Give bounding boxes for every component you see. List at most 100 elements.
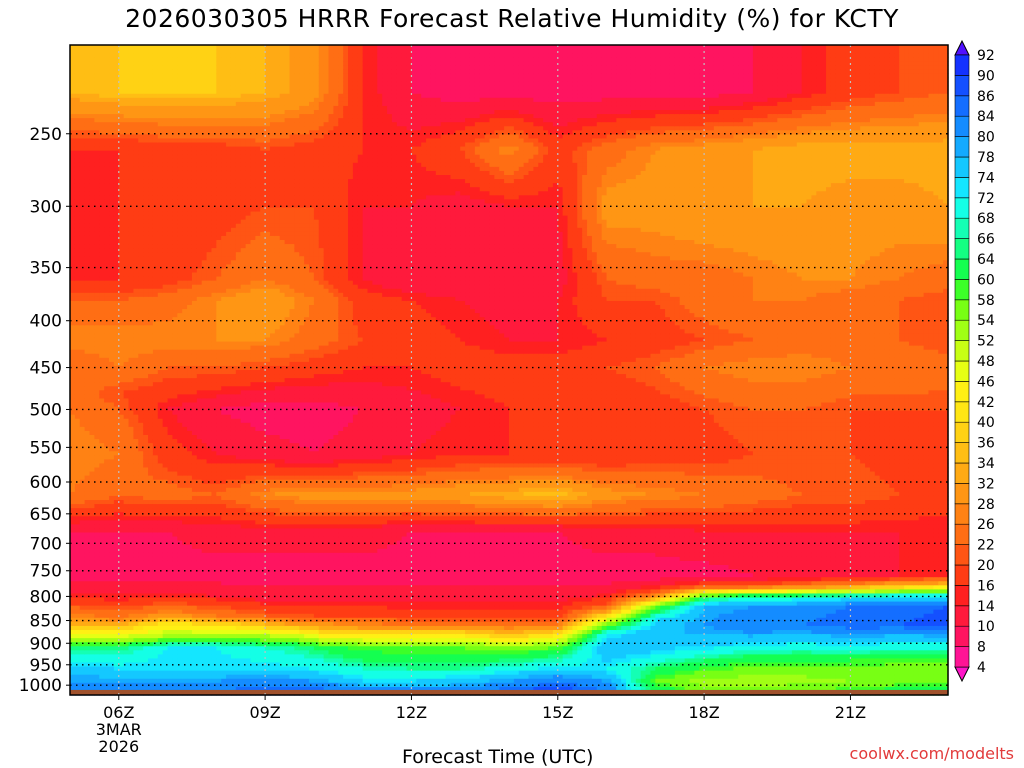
rh-cell	[94, 94, 99, 99]
rh-cell	[85, 671, 90, 676]
rh-cell	[104, 309, 109, 314]
rh-cell	[119, 423, 124, 428]
rh-cell	[119, 191, 124, 196]
rh-cell	[94, 638, 99, 643]
rh-cell	[119, 285, 124, 290]
rh-cell	[124, 533, 129, 538]
rh-cell	[119, 155, 124, 160]
rh-cell	[119, 358, 124, 363]
rh-cell	[94, 654, 99, 659]
rh-cell	[80, 646, 85, 651]
rh-cell	[104, 358, 109, 363]
rh-cell	[90, 468, 95, 473]
rh-cell	[70, 102, 75, 107]
rh-cell	[85, 293, 90, 298]
rh-cell	[114, 557, 119, 562]
rh-cell	[119, 220, 124, 225]
rh-cell	[85, 504, 90, 509]
rh-cell	[80, 520, 85, 525]
rh-cell	[94, 455, 99, 460]
rh-cell	[85, 122, 90, 127]
rh-cell	[109, 329, 114, 334]
rh-cell	[80, 98, 85, 103]
rh-cell	[104, 143, 109, 148]
rh-cell	[99, 321, 104, 326]
rh-cell	[124, 549, 129, 554]
rh-cell	[80, 398, 85, 403]
rh-cell	[129, 232, 134, 237]
rh-cell	[80, 167, 85, 172]
rh-cell	[109, 338, 114, 343]
rh-cell	[94, 370, 99, 375]
rh-cell	[109, 236, 114, 241]
rh-cell	[90, 321, 95, 326]
rh-cell	[124, 134, 129, 139]
rh-cell	[129, 277, 134, 282]
rh-cell	[70, 561, 75, 566]
rh-cell	[90, 61, 95, 66]
rh-cell	[75, 561, 80, 566]
rh-cell	[75, 106, 80, 111]
rh-cell	[94, 220, 99, 225]
rh-cell	[124, 98, 129, 103]
rh-cell	[99, 73, 104, 78]
rh-cell	[75, 57, 80, 62]
rh-cell	[99, 533, 104, 538]
rh-cell	[94, 248, 99, 253]
rh-cell	[124, 86, 129, 91]
rh-cell	[70, 394, 75, 399]
rh-cell	[119, 626, 124, 631]
rh-cell	[124, 297, 129, 302]
rh-cell	[70, 49, 75, 54]
rh-cell	[124, 589, 129, 594]
rh-cell	[75, 415, 80, 420]
rh-cell	[114, 394, 119, 399]
rh-cell	[94, 78, 99, 83]
rh-cell	[80, 439, 85, 444]
rh-cell	[90, 667, 95, 672]
rh-cell	[90, 358, 95, 363]
rh-cell	[70, 370, 75, 375]
rh-cell	[119, 354, 124, 359]
rh-cell	[104, 476, 109, 481]
rh-cell	[94, 553, 99, 558]
rh-cell	[90, 293, 95, 298]
rh-cell	[75, 463, 80, 468]
rh-cell	[99, 496, 104, 501]
rh-cell	[75, 679, 80, 684]
rh-cell	[75, 208, 80, 213]
rh-cell	[109, 565, 114, 570]
rh-cell	[99, 49, 104, 54]
rh-cell	[124, 390, 129, 395]
rh-cell	[75, 638, 80, 643]
rh-cell	[124, 362, 129, 367]
rh-cell	[119, 650, 124, 655]
rh-cell	[109, 244, 114, 249]
rh-cell	[85, 589, 90, 594]
rh-cell	[75, 69, 80, 74]
rh-cell	[104, 138, 109, 143]
rh-cell	[90, 500, 95, 505]
rh-cell	[129, 94, 134, 99]
rh-cell	[70, 293, 75, 298]
rh-cell	[99, 256, 104, 261]
rh-cell	[129, 264, 134, 269]
rh-cell	[70, 195, 75, 200]
rh-cell	[94, 488, 99, 493]
rh-cell	[94, 565, 99, 570]
rh-cell	[99, 484, 104, 489]
rh-cell	[90, 419, 95, 424]
rh-cell	[124, 195, 129, 200]
rh-cell	[85, 57, 90, 62]
rh-cell	[90, 386, 95, 391]
rh-cell	[75, 569, 80, 574]
rh-cell	[90, 220, 95, 225]
rh-cell	[90, 187, 95, 192]
rh-cell	[94, 208, 99, 213]
rh-cell	[80, 212, 85, 217]
rh-cell	[99, 65, 104, 70]
rh-cell	[75, 175, 80, 180]
rh-cell	[119, 183, 124, 188]
rh-cell	[94, 313, 99, 318]
rh-cell	[70, 106, 75, 111]
